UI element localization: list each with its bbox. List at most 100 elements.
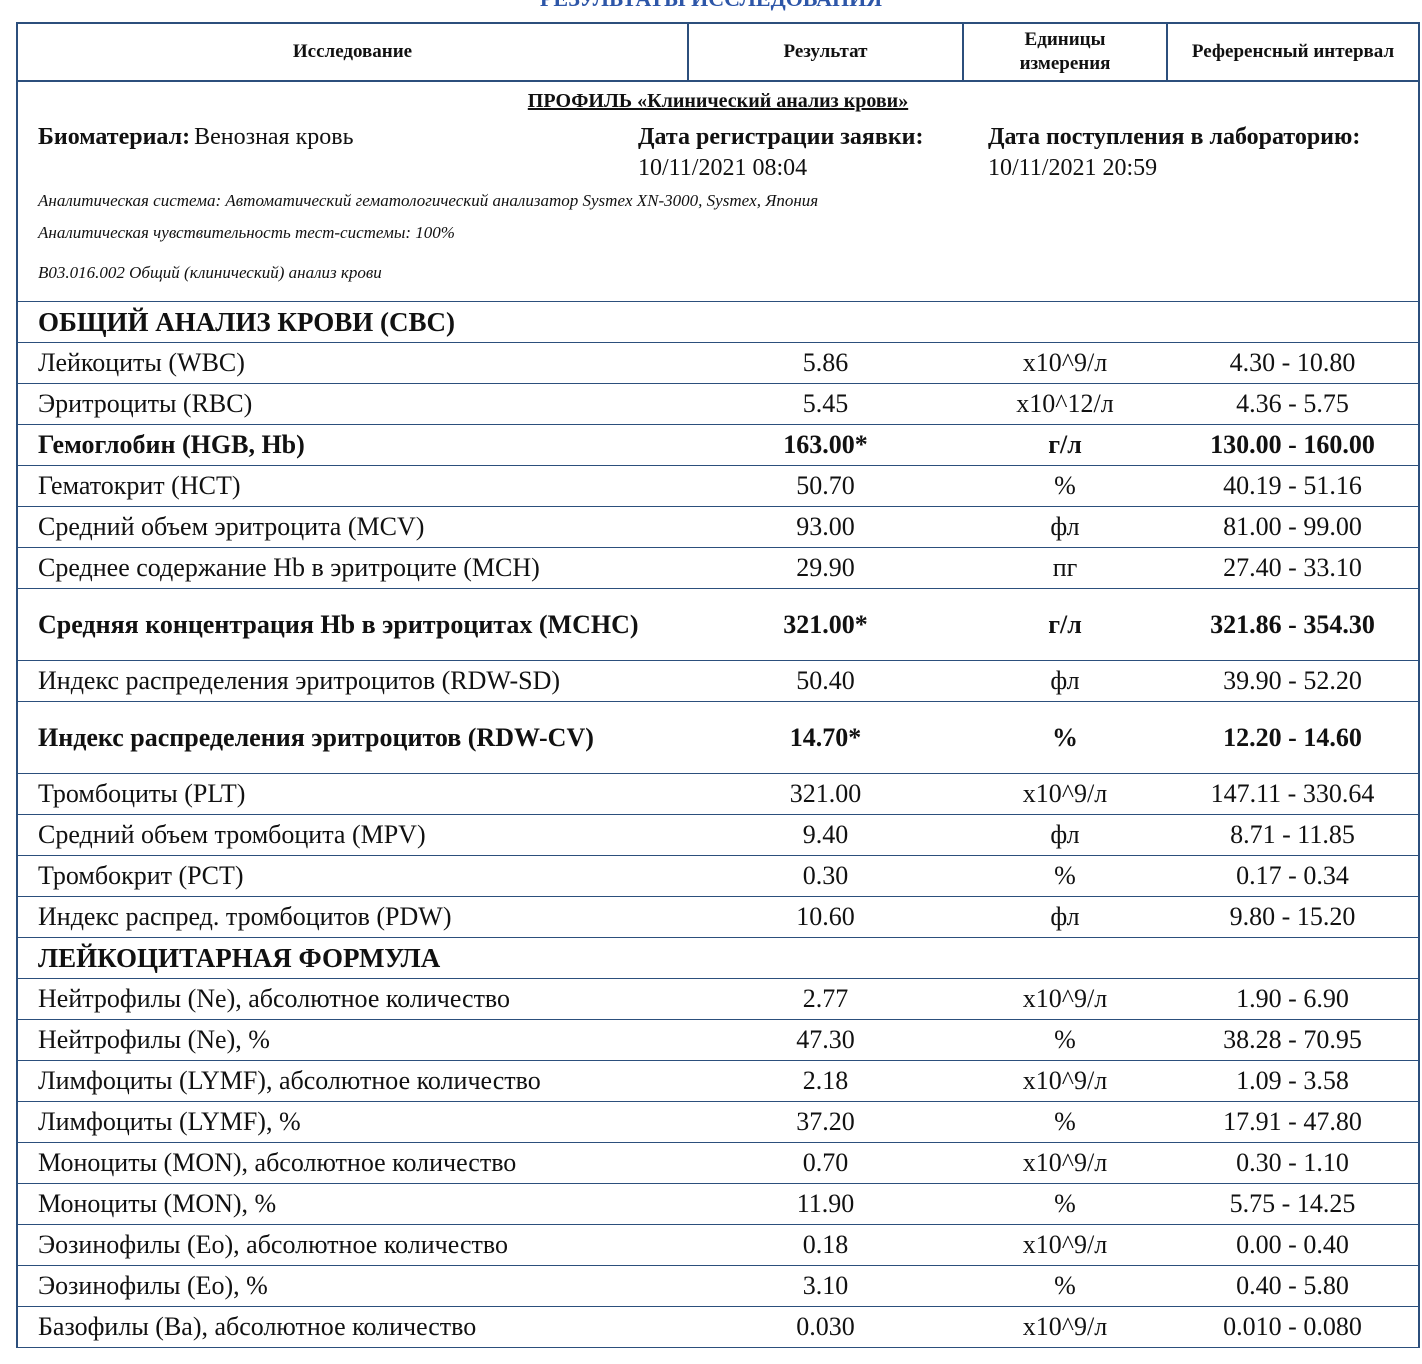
- result-row: Лимфоциты (LYMF), % 37.20% 17.91 - 47.80: [18, 1101, 1418, 1143]
- unit: %: [963, 1183, 1167, 1225]
- unit: x10^9/л: [963, 1306, 1167, 1348]
- note: Аналитическая система: Автоматический ге…: [38, 191, 819, 210]
- test-name: Индекс распределения эритроцитов (RDW-SD…: [18, 660, 688, 702]
- unit: %: [963, 465, 1167, 507]
- unit: x10^12/л: [963, 383, 1167, 425]
- reference: 0.40 - 5.80: [1167, 1265, 1418, 1307]
- result-row: Эритроциты (RBC) 5.45 x10^12/л 4.36 - 5.75: [18, 383, 1418, 425]
- test-name: Эритроциты (RBC): [18, 383, 688, 425]
- unit: x10^9/л: [963, 1060, 1167, 1102]
- unit: %: [963, 1101, 1167, 1143]
- label: Дата поступления в лабораторию:: [988, 124, 1361, 150]
- biomaterial: Биоматериал: Венозная кровь: [38, 124, 354, 151]
- label: Биоматериал:: [38, 124, 191, 150]
- result-row: Среднее содержание Hb в эритроците (MCH)…: [18, 547, 1418, 589]
- result-row: Моноциты (MON), абсолютное количество 0.7…: [18, 1142, 1418, 1184]
- result: 321.00*: [688, 588, 963, 661]
- section-title: ОБЩИЙ АНАЛИЗ КРОВИ (CBC): [18, 302, 1418, 343]
- test-name: Средняя концентрация Hb в эритроцитах (M…: [18, 588, 688, 661]
- result: 2.18: [688, 1060, 963, 1102]
- section-title: ЛЕЙКОЦИТАРНАЯ ФОРМУЛА: [18, 937, 1418, 979]
- unit: %: [963, 855, 1167, 897]
- result: 11.90: [688, 1183, 963, 1225]
- reference: 39.90 - 52.20: [1167, 660, 1418, 702]
- section-row: ЛЕЙКОЦИТАРНАЯ ФОРМУЛА: [18, 937, 1418, 979]
- test-name: Эозинофилы (Eo), абсолютное количество: [18, 1224, 688, 1266]
- unit: пг: [963, 547, 1167, 589]
- reference: 9.80 - 15.20: [1167, 896, 1418, 938]
- result: 37.20: [688, 1101, 963, 1143]
- result: 321.00: [688, 773, 963, 815]
- reference: 130.00 - 160.00: [1167, 424, 1418, 466]
- reference: 81.00 - 99.00: [1167, 506, 1418, 548]
- reference: 0.30 - 1.10: [1167, 1142, 1418, 1184]
- note: B03.016.002 Общий (клинический) анализ к…: [38, 263, 382, 282]
- result-row: Гемоглобин (HGB, Hb) 163.00* г/л 130.00 - 1…: [18, 424, 1418, 466]
- reference: 0.010 - 0.080: [1167, 1306, 1418, 1348]
- result: 10.60: [688, 896, 963, 938]
- test-name: Лимфоциты (LYMF), %: [18, 1101, 688, 1143]
- reference: 1.09 - 3.58: [1167, 1060, 1418, 1102]
- result-row: Индекс распределения эритроцитов (RDW-CV…: [18, 701, 1418, 774]
- result: 29.90: [688, 547, 963, 589]
- reference: 147.11 - 330.64: [1167, 773, 1418, 815]
- result: 47.30: [688, 1019, 963, 1061]
- note: Аналитическая чувствительность тест-сист…: [38, 223, 455, 242]
- reference: 17.91 - 47.80: [1167, 1101, 1418, 1143]
- reference: 4.30 - 10.80: [1167, 342, 1418, 384]
- unit: фл: [963, 506, 1167, 548]
- value: 10/11/2021 20:59: [988, 155, 1158, 181]
- reference: 0.00 - 0.40: [1167, 1224, 1418, 1266]
- result: 0.18: [688, 1224, 963, 1266]
- page-title: РЕЗУЛЬТАТЫ ИССЛЕДОВАНИЯ: [0, 0, 1422, 12]
- result-row: Гематокрит (HCT) 50.70% 40.19 - 51.16: [18, 465, 1418, 507]
- result: 163.00*: [688, 424, 963, 466]
- result: 14.70*: [688, 701, 963, 774]
- reference: 27.40 - 33.10: [1167, 547, 1418, 589]
- reference: 0.17 - 0.34: [1167, 855, 1418, 897]
- result-row: Средний объем эритроцита (MCV) 93.00 фл 81.…: [18, 506, 1418, 548]
- test-name: Лимфоциты (LYMF), абсолютное количество: [18, 1060, 688, 1102]
- test-name: Среднее содержание Hb в эритроците (MCH): [18, 547, 688, 589]
- test-name: Средний объем эритроцита (MCV): [18, 506, 688, 548]
- test-name: Базофилы (Ba), абсолютное количество: [18, 1306, 688, 1348]
- test-name: Гемоглобин (HGB, Hb): [18, 424, 688, 466]
- reference: 8.71 - 11.85: [1167, 814, 1418, 856]
- unit: x10^9/л: [963, 773, 1167, 815]
- result: 0.70: [688, 1142, 963, 1184]
- unit: x10^9/л: [963, 978, 1167, 1020]
- header-row: Исследование Результат Единицы измерения…: [18, 24, 1418, 82]
- test-name: Моноциты (MON), %: [18, 1183, 688, 1225]
- result-row: Тромбоциты (PLT) 321.00 x10^9/л 147.11 - 33…: [18, 773, 1418, 815]
- unit: %: [963, 1019, 1167, 1061]
- results-table: Исследование Результат Единицы измерения…: [16, 22, 1420, 1348]
- header-table: Исследование Результат Единицы измерения…: [18, 24, 1418, 82]
- result-row: Лейкоциты (WBC) 5.86 x10^9/л 4.30 - 10.80: [18, 342, 1418, 384]
- result: 50.70: [688, 465, 963, 507]
- unit: фл: [963, 814, 1167, 856]
- test-name: Нейтрофилы (Ne), %: [18, 1019, 688, 1061]
- result-row: Эозинофилы (Eo), абсолютное количество 0.…: [18, 1224, 1418, 1266]
- result: 3.10: [688, 1265, 963, 1307]
- unit: %: [963, 701, 1167, 774]
- reference: 4.36 - 5.75: [1167, 383, 1418, 425]
- result-row: Нейтрофилы (Ne), абсолютное количество 2.…: [18, 978, 1418, 1020]
- section-row: ОБЩИЙ АНАЛИЗ КРОВИ (CBC): [18, 302, 1418, 343]
- value: 10/11/2021 08:04: [638, 155, 808, 181]
- result: 9.40: [688, 814, 963, 856]
- arrival: Дата поступления в лабораторию: 10/11/20…: [988, 124, 1360, 182]
- test-name: Индекс распред. тромбоцитов (PDW): [18, 896, 688, 938]
- test-name: Тромбоциты (PLT): [18, 773, 688, 815]
- unit: г/л: [963, 588, 1167, 661]
- result-row: Средний объем тромбоцита (MPV) 9.40 фл 8.71…: [18, 814, 1418, 856]
- result-row: Базофилы (Ba), абсолютное количество 0.03…: [18, 1306, 1418, 1348]
- column-header: Единицы измерения: [963, 24, 1168, 82]
- reference: 12.20 - 14.60: [1167, 701, 1418, 774]
- result-row: Индекс распред. тромбоцитов (PDW) 10.60 фл…: [18, 896, 1418, 938]
- test-name: Индекс распределения эритроцитов (RDW-CV…: [18, 701, 688, 774]
- unit: x10^9/л: [963, 1142, 1167, 1184]
- unit: фл: [963, 896, 1167, 938]
- reference: 38.28 - 70.95: [1167, 1019, 1418, 1061]
- result-row: Нейтрофилы (Ne), % 47.30% 38.28 - 70.95: [18, 1019, 1418, 1061]
